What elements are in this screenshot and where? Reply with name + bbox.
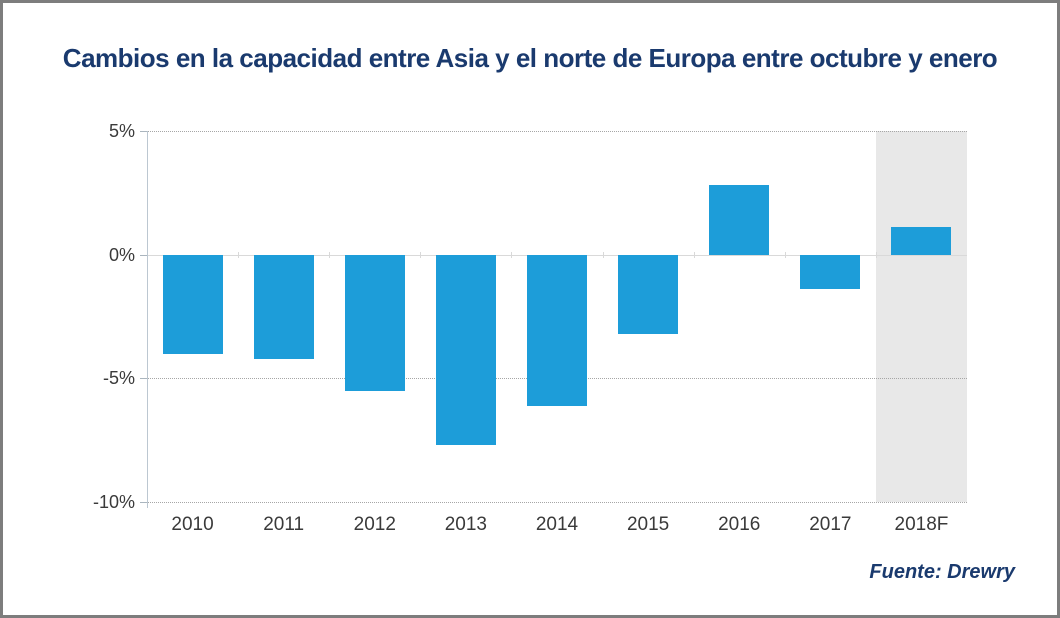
y-tick-label-0: 0% — [108, 244, 135, 265]
x-axis-tick — [784, 251, 786, 258]
x-axis-tick — [329, 251, 331, 258]
x-axis-tick — [238, 251, 240, 258]
bar-2012 — [344, 254, 405, 391]
y-axis-tick--10 — [140, 502, 147, 503]
x-tick-label-2015: 2015 — [626, 514, 670, 535]
x-tick-label-2014: 2014 — [535, 514, 579, 535]
x-axis-tick — [693, 251, 695, 258]
bar-2013 — [435, 254, 496, 446]
y-axis-tick--5 — [140, 378, 147, 380]
y-tick-label-5: 5% — [108, 121, 135, 141]
y-tick-label--5: -5% — [102, 368, 135, 389]
x-tick-label-2012: 2012 — [353, 514, 396, 535]
bar-2011 — [253, 254, 314, 359]
forecast-highlight-band — [875, 131, 967, 502]
x-axis-tick — [420, 251, 422, 258]
x-tick-label-2017: 2017 — [809, 514, 852, 535]
bar-2015 — [618, 254, 679, 334]
x-axis-tick — [602, 251, 604, 258]
gridline--10 — [147, 502, 967, 503]
x-axis-tick — [875, 251, 877, 258]
bar-2017 — [800, 254, 861, 290]
x-tick-label-2018F: 2018F — [894, 514, 949, 535]
x-axis-tick — [511, 251, 513, 258]
x-tick-label-2016: 2016 — [718, 514, 761, 535]
y-tick-label--10: -10% — [92, 492, 135, 512]
y-axis-tick-5 — [140, 131, 147, 132]
source-note: Fuente: Drewry — [869, 561, 1015, 583]
bar-2018F — [891, 227, 952, 255]
bar-2010 — [162, 254, 223, 354]
x-tick-label-2013: 2013 — [444, 514, 488, 535]
x-tick-label-2011: 2011 — [263, 514, 305, 535]
x-tick-label-2010: 2010 — [171, 514, 214, 535]
y-axis-line — [147, 131, 148, 508]
y-axis-tick-0 — [140, 254, 147, 256]
bar-2016 — [709, 185, 770, 255]
plot-area: 5% 0% -5% -10% 2010 2011 2012 2013 2014 2015 2016 2… — [93, 121, 967, 535]
chart-title: Cambios en la capacidad entre Asia y el … — [62, 43, 998, 73]
bar-2014 — [527, 254, 587, 406]
gridline-5 — [147, 131, 967, 132]
